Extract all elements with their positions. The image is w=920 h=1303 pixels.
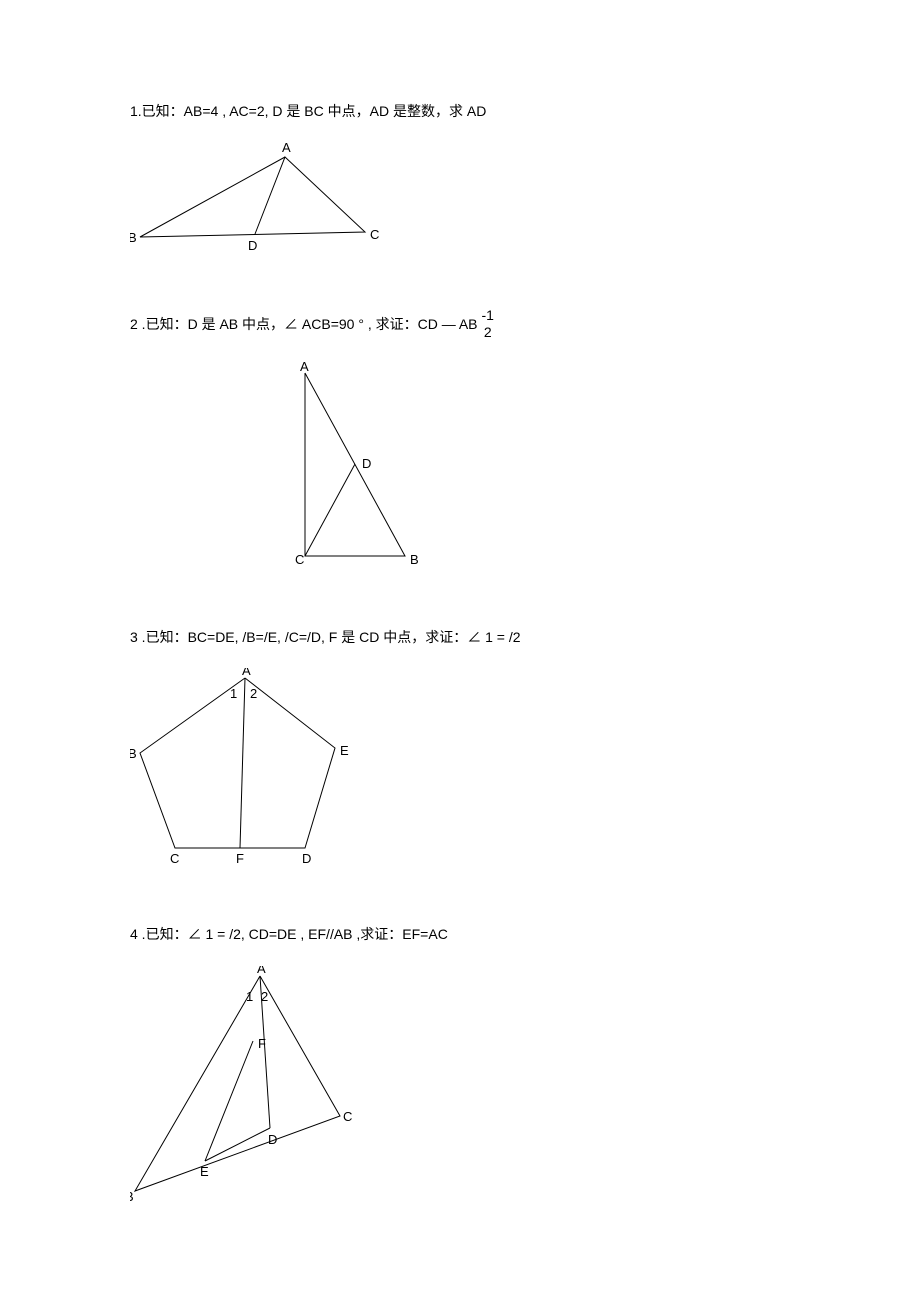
label-F: F [258,1036,266,1051]
problem-1-figure: A B C D [130,142,790,257]
problem-2-text-main: 2 .已知：D 是 AB 中点，∠ ACB=90 ° , 求证：CD — AB [130,313,478,335]
problem-2-text: 2 .已知：D 是 AB 中点，∠ ACB=90 ° , 求证：CD — AB … [130,307,790,341]
label-E: E [340,743,349,758]
label-B: B [130,230,137,245]
label-B: B [130,746,137,761]
figure-3-pentagon [140,678,335,848]
label-C: C [370,227,379,242]
label-C: C [170,851,179,866]
figure-1-lines [140,157,365,237]
label-A: A [242,668,251,678]
problem-3: 3 .已知：BC=DE, /B=/E, /C=/D, F 是 CD 中点，求证：… [130,626,790,873]
angle-1: 1 [230,686,237,701]
label-A: A [257,966,266,976]
problem-3-text: 3 .已知：BC=DE, /B=/E, /C=/D, F 是 CD 中点，求证：… [130,626,790,648]
fraction-num: -1 [482,307,494,324]
figure-4-de [205,1128,270,1161]
problem-2-figure: A B C D [240,361,790,576]
label-B: B [410,552,419,567]
label-E: E [200,1164,209,1179]
angle-2: 2 [250,686,257,701]
fraction-container: -1 2 [478,307,494,341]
problem-2: 2 .已知：D 是 AB 中点，∠ ACB=90 ° , 求证：CD — AB … [130,307,790,576]
figure-2-cd [305,464,355,556]
problem-4-figure: A B C D E F 1 2 [130,966,790,1211]
label-D: D [268,1132,277,1147]
figure-2-svg: A B C D [240,361,440,576]
problem-1-text: 1.已知：AB=4 , AC=2, D 是 BC 中点，AD 是整数，求 AD [130,100,790,122]
problem-1: 1.已知：AB=4 , AC=2, D 是 BC 中点，AD 是整数，求 AD … [130,100,790,257]
figure-4-svg: A B C D E F 1 2 [130,966,360,1211]
label-D: D [302,851,311,866]
figure-3-af [240,678,245,848]
angle-1: 1 [246,989,253,1004]
label-F: F [236,851,244,866]
label-C: C [295,552,304,567]
figure-1-svg: A B C D [130,142,390,257]
label-D: D [362,456,371,471]
angle-2: 2 [261,989,268,1004]
label-D: D [248,238,257,253]
fraction: -1 2 [482,307,494,341]
problem-3-figure: A B E C D F 1 2 [130,668,790,873]
problem-4-text: 4 .已知：∠ 1 = /2, CD=DE , EF//AB ,求证：EF=AC [130,923,790,945]
fraction-den: 2 [484,324,492,341]
figure-3-svg: A B E C D F 1 2 [130,668,360,873]
label-A: A [300,361,309,374]
problem-4: 4 .已知：∠ 1 = /2, CD=DE , EF//AB ,求证：EF=AC… [130,923,790,1210]
figure-4-triangle [135,976,340,1191]
label-B: B [130,1189,134,1204]
label-A: A [282,142,291,155]
label-C: C [343,1109,352,1124]
